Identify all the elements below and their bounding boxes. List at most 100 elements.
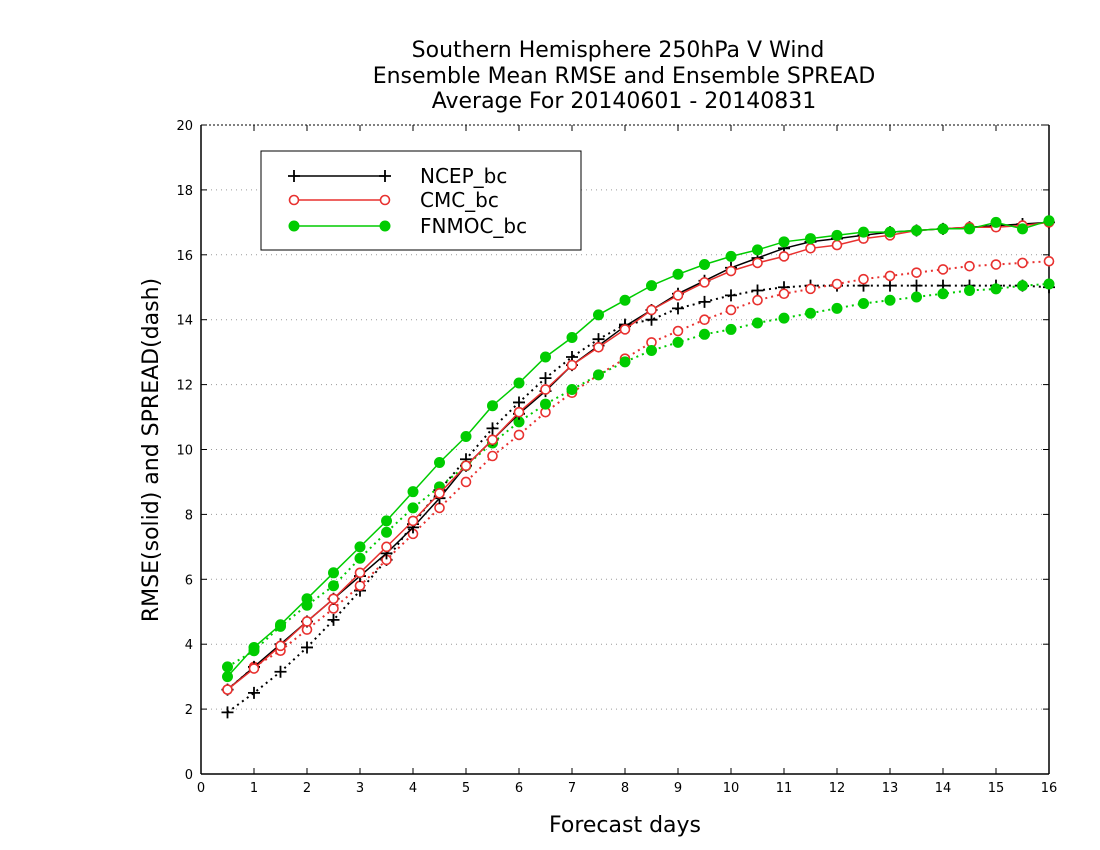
- y-axis-label: RMSE(solid) and SPREAD(dash): [139, 278, 164, 622]
- legend-marker-right-fnmoc: [379, 220, 391, 232]
- x-tick-label-9: 9: [674, 781, 682, 796]
- spread-point-cmc-10: [487, 450, 498, 462]
- spread-point-fnmoc-28: [964, 284, 975, 296]
- legend-marker-left-fnmoc: [288, 220, 300, 232]
- rmse-point-fnmoc-17: [672, 268, 684, 280]
- spread-point-fnmoc-0: [222, 661, 233, 673]
- rmse-point-cmc-5: [354, 567, 366, 579]
- x-tick-label-1: 1: [250, 781, 258, 796]
- x-tick-label-5: 5: [462, 781, 470, 796]
- axes: [200, 124, 1050, 775]
- x-tick-label-15: 15: [988, 781, 1005, 796]
- spread-point-ncep-19: [725, 289, 737, 302]
- spread-point-cmc-29: [990, 259, 1002, 270]
- spread-point-fnmoc-4: [328, 580, 339, 592]
- rmse-point-fnmoc-2: [275, 619, 286, 631]
- rmse-point-cmc-4: [328, 593, 339, 605]
- chart-title: Southern Hemisphere 250hPa V Wind Ensemb…: [373, 38, 876, 114]
- spread-point-fnmoc-17: [672, 336, 684, 348]
- chart-title-line-3: Average For 20140601 - 20140831: [432, 89, 817, 114]
- spread-point-fnmoc-31: [1043, 278, 1055, 290]
- spread-line-fnmoc: [226, 283, 1050, 668]
- spread-point-fnmoc-26: [911, 291, 922, 303]
- x-tick-label-11: 11: [776, 781, 793, 796]
- spread-point-fnmoc-6: [381, 526, 392, 538]
- rmse-point-cmc-10: [487, 434, 498, 446]
- rmse-point-fnmoc-0: [222, 671, 233, 683]
- spread-point-fnmoc-7: [407, 502, 419, 514]
- spread-point-cmc-24: [858, 273, 869, 285]
- spread-point-fnmoc-24: [858, 297, 869, 309]
- rmse-point-cmc-7: [407, 515, 419, 527]
- spread-point-cmc-30: [1017, 257, 1028, 269]
- y-tick-label-2: 4: [185, 638, 193, 653]
- rmse-point-fnmoc-16: [646, 280, 657, 292]
- spread-point-cmc-18: [699, 314, 710, 326]
- rmse-point-cmc-2: [275, 640, 286, 652]
- spread-point-ncep-1: [248, 686, 260, 699]
- spread-point-ncep-18: [698, 295, 711, 308]
- rmse-point-cmc-9: [460, 460, 472, 472]
- x-tick-label-0: 0: [197, 781, 205, 796]
- rmse-point-fnmoc-25: [884, 226, 896, 238]
- spread-point-ncep-25: [884, 279, 896, 292]
- spread-point-cmc-8: [434, 502, 445, 514]
- spread-point-ncep-26: [910, 279, 923, 292]
- spread-point-ncep-2: [274, 665, 287, 678]
- rmse-point-cmc-14: [593, 341, 604, 353]
- spread-point-cmc-28: [964, 260, 975, 272]
- rmse-point-fnmoc-8: [434, 456, 445, 468]
- spread-point-fnmoc-27: [937, 288, 949, 300]
- spread-point-cmc-5: [354, 580, 366, 592]
- rmse-point-cmc-20: [752, 257, 763, 269]
- spread-point-ncep-3: [301, 641, 313, 654]
- rmse-point-cmc-13: [566, 359, 578, 371]
- rmse-point-fnmoc-21: [778, 236, 790, 248]
- rmse-point-cmc-6: [381, 541, 392, 553]
- y-tick-label-1: 2: [185, 703, 193, 718]
- rmse-point-cmc-21: [778, 251, 790, 262]
- rmse-point-cmc-3: [301, 616, 313, 627]
- spread-point-cmc-23: [831, 278, 843, 290]
- rmse-point-cmc-8: [434, 488, 445, 499]
- spread-point-ncep-17: [672, 302, 684, 315]
- spread-point-fnmoc-21: [778, 312, 790, 324]
- y-tick-label-7: 14: [176, 314, 193, 329]
- legend-label-fnmoc: FNMOC_bc: [420, 214, 527, 238]
- legend: NCEP_bc CMC_bc FNMOC_bc: [260, 150, 582, 251]
- legend-marker-right-ncep: [379, 170, 391, 182]
- rmse-point-fnmoc-18: [699, 259, 710, 271]
- spread-point-cmc-21: [778, 288, 790, 300]
- rmse-point-fnmoc-14: [593, 309, 604, 321]
- spread-point-fnmoc-12: [540, 398, 551, 410]
- x-tick-label-10: 10: [723, 781, 740, 796]
- rmse-point-fnmoc-31: [1043, 215, 1055, 227]
- spread-point-cmc-22: [805, 283, 816, 295]
- rmse-point-cmc-1: [248, 663, 260, 674]
- rmse-point-fnmoc-26: [911, 224, 922, 236]
- y-tick-label-0: 0: [185, 768, 193, 783]
- rmse-point-fnmoc-20: [752, 244, 763, 256]
- rmse-point-fnmoc-6: [381, 515, 392, 527]
- y-tick-label-10: 20: [176, 119, 193, 134]
- series-ncep-spread: [221, 279, 1055, 719]
- rmse-point-fnmoc-11: [513, 377, 525, 389]
- rmse-point-fnmoc-9: [460, 431, 472, 443]
- rmse-point-fnmoc-24: [858, 226, 869, 238]
- spread-point-ncep-4: [327, 613, 340, 626]
- rmse-point-fnmoc-30: [1017, 223, 1028, 235]
- rmse-point-fnmoc-7: [407, 486, 419, 498]
- spread-point-fnmoc-16: [646, 345, 657, 357]
- tick-labels: 0 1 2 3 4 5 6 7 8 9 10 11 12 13 14 15 160246810121416182…: [176, 119, 1057, 796]
- rmse-point-fnmoc-22: [805, 233, 816, 245]
- spread-point-fnmoc-18: [699, 328, 710, 340]
- spread-point-fnmoc-23: [831, 302, 843, 314]
- x-tick-label-12: 12: [829, 781, 846, 796]
- spread-point-fnmoc-22: [805, 307, 816, 319]
- spread-point-cmc-19: [725, 304, 737, 316]
- rmse-line-fnmoc: [226, 219, 1050, 678]
- spread-point-ncep-12: [539, 372, 552, 385]
- rmse-point-fnmoc-3: [301, 593, 313, 605]
- x-tick-label-3: 3: [356, 781, 364, 796]
